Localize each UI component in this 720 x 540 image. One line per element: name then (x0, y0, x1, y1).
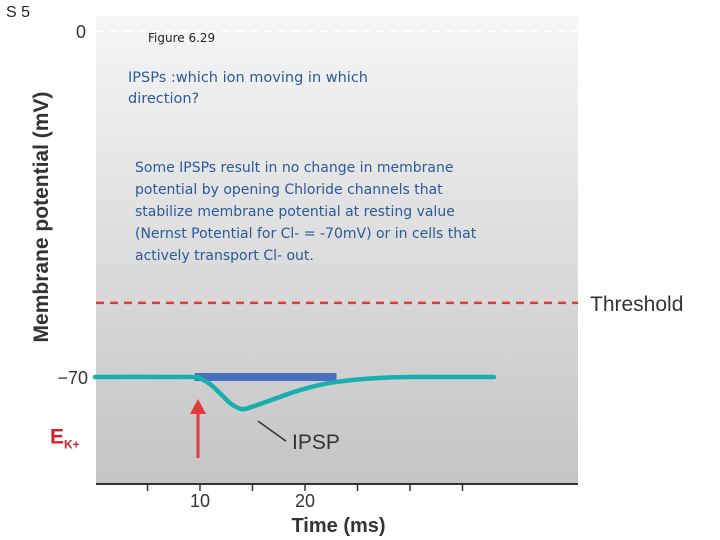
plot-area (96, 16, 578, 484)
explanation-text: Some IPSPs result in no change in membra… (135, 160, 477, 264)
ek-label-sub: K+ (64, 437, 80, 451)
ipsp-callout-line (257, 420, 287, 442)
x-axis-label: Time (ms) (291, 515, 385, 537)
baseline-bar (194, 373, 337, 381)
ipsp-trace (92, 374, 497, 412)
y-axis-label: Membrane potential (mV) (30, 92, 53, 343)
slide-label: S 5 (6, 4, 31, 21)
figure-caption: Figure 6.29 (148, 31, 216, 45)
y-tick-label-0: 0 (76, 22, 86, 42)
stimulus-arrowhead (190, 399, 206, 414)
ipsp-label: IPSP (292, 431, 340, 454)
threshold-label: Threshold (590, 293, 683, 316)
ek-label-main: E (50, 425, 64, 448)
ek-label: EK+ (50, 425, 80, 451)
question-text: IPSPs :which ion moving in which directi… (128, 70, 368, 107)
x-tick-label: 10 (190, 491, 210, 511)
y-tick-label-minus70: −70 (57, 368, 88, 388)
x-tick-label: 20 (295, 491, 315, 511)
x-ticks: 10 20 (146, 484, 464, 511)
